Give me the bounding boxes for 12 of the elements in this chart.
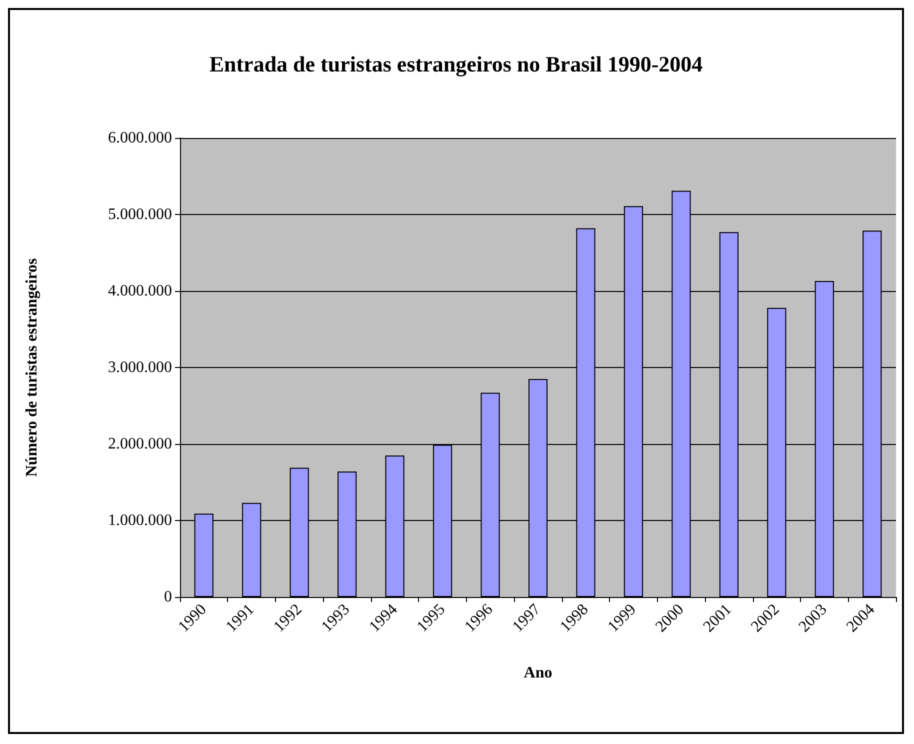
y-tick-label: 0 [164, 588, 172, 606]
y-tick-label: 6.000.000 [108, 130, 172, 146]
y-tick-label: 1.000.000 [108, 512, 172, 529]
y-tick-label: 4.000.000 [108, 282, 172, 300]
y-tick-label: 5.000.000 [108, 206, 172, 223]
x-tick-label: 2001 [700, 600, 735, 636]
x-tick-label: 1991 [222, 600, 258, 636]
y-tick-label: 3.000.000 [108, 359, 172, 376]
x-axis-title: Ano [524, 664, 552, 682]
chart-title: Entrada de turistas estrangeiros no Brasil 1990-2004 [209, 52, 703, 76]
y-tick-label: 2.000.000 [108, 436, 172, 452]
y-axis-title: Número de turistas estrangeiros [24, 258, 40, 477]
